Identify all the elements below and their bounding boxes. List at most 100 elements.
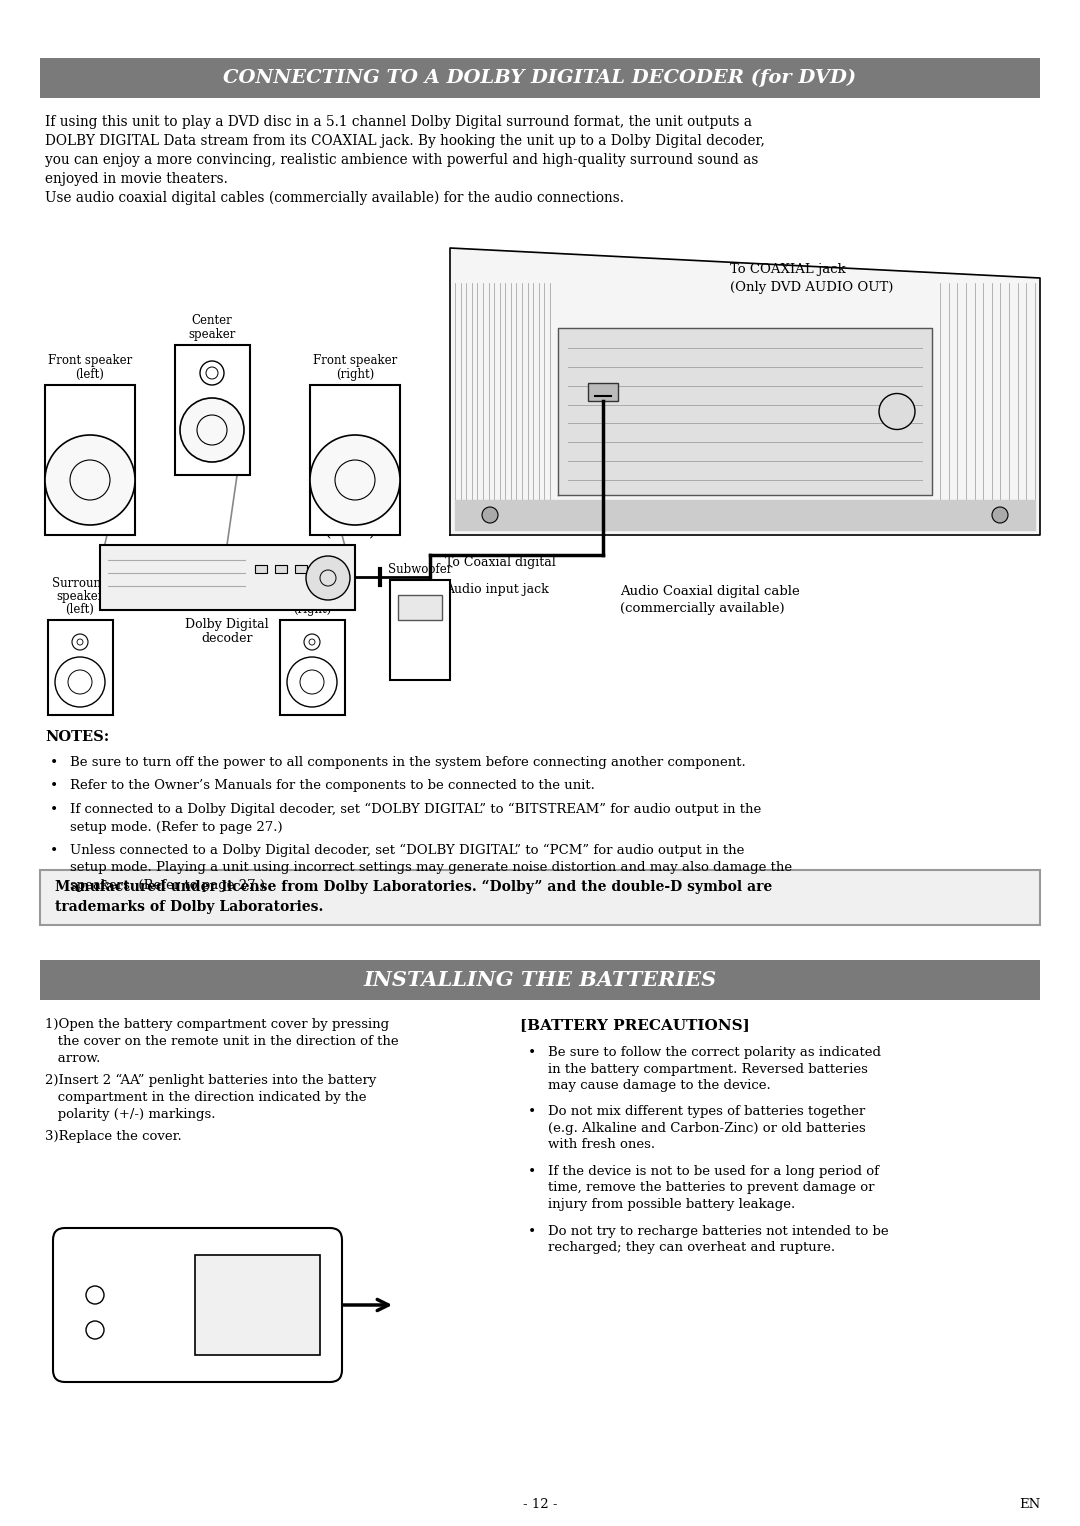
Bar bbox=[280, 620, 345, 716]
Text: (right): (right) bbox=[336, 368, 374, 382]
Text: Surround: Surround bbox=[284, 577, 340, 591]
Text: (Only DVD AUDIO OUT): (Only DVD AUDIO OUT) bbox=[730, 281, 893, 295]
Text: CONNECTING TO A DOLBY DIGITAL DECODER (for DVD): CONNECTING TO A DOLBY DIGITAL DECODER (f… bbox=[224, 69, 856, 87]
Text: Refer to the Owner’s Manuals for the components to be connected to the unit.: Refer to the Owner’s Manuals for the com… bbox=[70, 780, 595, 792]
Text: 3)Replace the cover.: 3)Replace the cover. bbox=[45, 1129, 181, 1143]
Circle shape bbox=[879, 394, 915, 429]
Text: decoder: decoder bbox=[201, 632, 253, 645]
Text: polarity (+/-) markings.: polarity (+/-) markings. bbox=[45, 1108, 216, 1122]
Polygon shape bbox=[455, 501, 1035, 530]
Text: 2)Insert 2 “AA” penlight batteries into the battery: 2)Insert 2 “AA” penlight batteries into … bbox=[45, 1074, 376, 1087]
Text: ⊖: ⊖ bbox=[239, 1326, 252, 1340]
Text: DOLBY DIGITAL Data stream from its COAXIAL jack. By hooking the unit up to a Dol: DOLBY DIGITAL Data stream from its COAXI… bbox=[45, 134, 765, 148]
Circle shape bbox=[310, 435, 400, 525]
Text: Audio input jack: Audio input jack bbox=[445, 583, 549, 597]
Text: (left): (left) bbox=[66, 603, 94, 617]
Text: [BATTERY PRECAUTIONS]: [BATTERY PRECAUTIONS] bbox=[519, 1018, 750, 1032]
Bar bbox=[588, 383, 618, 401]
Text: EN: EN bbox=[1018, 1499, 1040, 1511]
Text: +: + bbox=[252, 1276, 262, 1288]
Text: setup mode. (Refer to page 27.): setup mode. (Refer to page 27.) bbox=[70, 821, 283, 833]
Text: Front speaker: Front speaker bbox=[313, 354, 397, 366]
Bar bbox=[295, 565, 307, 572]
Text: speaker: speaker bbox=[188, 328, 235, 340]
Text: arrow.: arrow. bbox=[45, 1051, 100, 1065]
Text: (left): (left) bbox=[76, 368, 105, 382]
FancyBboxPatch shape bbox=[53, 1228, 342, 1383]
Text: If using this unit to play a DVD disc in a 5.1 channel Dolby Digital surround fo: If using this unit to play a DVD disc in… bbox=[45, 114, 752, 130]
Text: enjoyed in movie theaters.: enjoyed in movie theaters. bbox=[45, 172, 228, 186]
Text: (commercially available): (commercially available) bbox=[620, 601, 785, 615]
Text: 1)Open the battery compartment cover by pressing: 1)Open the battery compartment cover by … bbox=[45, 1018, 389, 1032]
Text: Audio Coaxial digital cable: Audio Coaxial digital cable bbox=[620, 584, 800, 598]
Bar bbox=[40, 870, 1040, 925]
Text: you can enjoy a more convincing, realistic ambience with powerful and high-quali: you can enjoy a more convincing, realist… bbox=[45, 153, 758, 166]
Bar bbox=[255, 565, 267, 572]
Text: - 12 -: - 12 - bbox=[523, 1499, 557, 1511]
Circle shape bbox=[482, 507, 498, 523]
Text: the cover on the remote unit in the direction of the: the cover on the remote unit in the dire… bbox=[45, 1035, 399, 1048]
Polygon shape bbox=[450, 249, 1040, 536]
Circle shape bbox=[45, 435, 135, 525]
Text: (e.g. Alkaline and Carbon-Zinc) or old batteries: (e.g. Alkaline and Carbon-Zinc) or old b… bbox=[548, 1122, 866, 1135]
Text: (right): (right) bbox=[293, 603, 332, 617]
Circle shape bbox=[180, 398, 244, 462]
Bar bbox=[195, 1254, 320, 1355]
Text: To COAXIAL jack: To COAXIAL jack bbox=[730, 262, 846, 276]
Text: Dolby Digital: Dolby Digital bbox=[185, 618, 269, 630]
Bar bbox=[100, 545, 355, 610]
Circle shape bbox=[306, 555, 350, 600]
Text: speaker: speaker bbox=[288, 591, 336, 603]
Text: Do not try to recharge batteries not intended to be: Do not try to recharge batteries not int… bbox=[548, 1224, 889, 1238]
Circle shape bbox=[993, 507, 1008, 523]
Bar bbox=[45, 385, 135, 536]
Polygon shape bbox=[558, 328, 932, 494]
Text: Be sure to follow the correct polarity as indicated: Be sure to follow the correct polarity a… bbox=[548, 1045, 881, 1059]
Text: Unless connected to a Dolby Digital decoder, set “DOLBY DIGITAL” to “PCM” for au: Unless connected to a Dolby Digital deco… bbox=[70, 844, 744, 858]
Text: •: • bbox=[50, 780, 58, 794]
Bar bbox=[40, 58, 1040, 98]
Text: Use audio coaxial digital cables (commercially available) for the audio connecti: Use audio coaxial digital cables (commer… bbox=[45, 191, 624, 206]
Text: •: • bbox=[50, 803, 58, 816]
Text: Front speaker: Front speaker bbox=[48, 354, 132, 366]
Text: To Coaxial digital: To Coaxial digital bbox=[445, 555, 556, 569]
Text: in the battery compartment. Reversed batteries: in the battery compartment. Reversed bat… bbox=[548, 1062, 868, 1076]
Text: injury from possible battery leakage.: injury from possible battery leakage. bbox=[548, 1198, 795, 1212]
Bar bbox=[40, 960, 1040, 1000]
Text: If connected to a Dolby Digital decoder, set “DOLBY DIGITAL” to “BITSTREAM” for : If connected to a Dolby Digital decoder,… bbox=[70, 803, 761, 816]
Text: trademarks of Dolby Laboratories.: trademarks of Dolby Laboratories. bbox=[55, 900, 323, 914]
Text: time, remove the batteries to prevent damage or: time, remove the batteries to prevent da… bbox=[548, 1181, 875, 1195]
Text: •: • bbox=[528, 1224, 537, 1239]
Bar bbox=[175, 345, 249, 475]
Text: setup mode. Playing a unit using incorrect settings may generate noise distortio: setup mode. Playing a unit using incorre… bbox=[70, 862, 792, 874]
Bar bbox=[390, 580, 450, 681]
Text: •: • bbox=[528, 1164, 537, 1180]
Bar bbox=[48, 620, 113, 716]
Text: INSTALLING THE BATTERIES: INSTALLING THE BATTERIES bbox=[363, 971, 717, 990]
Bar bbox=[275, 565, 287, 572]
Text: •: • bbox=[50, 844, 58, 858]
Text: (OUT): (OUT) bbox=[324, 523, 376, 540]
Text: speaker: speaker bbox=[56, 591, 104, 603]
Text: •: • bbox=[50, 755, 58, 771]
Text: (IN): (IN) bbox=[394, 623, 426, 636]
Text: Surround: Surround bbox=[52, 577, 108, 591]
Text: speakers. (Refer to page 27.): speakers. (Refer to page 27.) bbox=[70, 879, 265, 893]
Text: may cause damage to the device.: may cause damage to the device. bbox=[548, 1079, 771, 1093]
Text: If the device is not to be used for a long period of: If the device is not to be used for a lo… bbox=[548, 1164, 879, 1178]
Text: Center: Center bbox=[191, 314, 232, 327]
Text: •: • bbox=[528, 1105, 537, 1120]
Text: •: • bbox=[528, 1045, 537, 1061]
Text: Do not mix different types of batteries together: Do not mix different types of batteries … bbox=[548, 1105, 865, 1119]
Text: compartment in the direction indicated by the: compartment in the direction indicated b… bbox=[45, 1091, 366, 1103]
Text: Be sure to turn off the power to all components in the system before connecting : Be sure to turn off the power to all com… bbox=[70, 755, 746, 769]
Text: -: - bbox=[255, 1323, 259, 1337]
Text: Subwoofer: Subwoofer bbox=[388, 563, 453, 575]
Text: NOTES:: NOTES: bbox=[45, 729, 109, 745]
Bar bbox=[399, 595, 442, 620]
Bar bbox=[310, 385, 400, 536]
Text: recharged; they can overheat and rupture.: recharged; they can overheat and rupture… bbox=[548, 1241, 835, 1254]
Text: Manufactured under license from Dolby Laboratories. “Dolby” and the double-D sym: Manufactured under license from Dolby La… bbox=[55, 881, 772, 894]
Text: ⊕: ⊕ bbox=[239, 1276, 252, 1289]
Text: with fresh ones.: with fresh ones. bbox=[548, 1138, 656, 1152]
